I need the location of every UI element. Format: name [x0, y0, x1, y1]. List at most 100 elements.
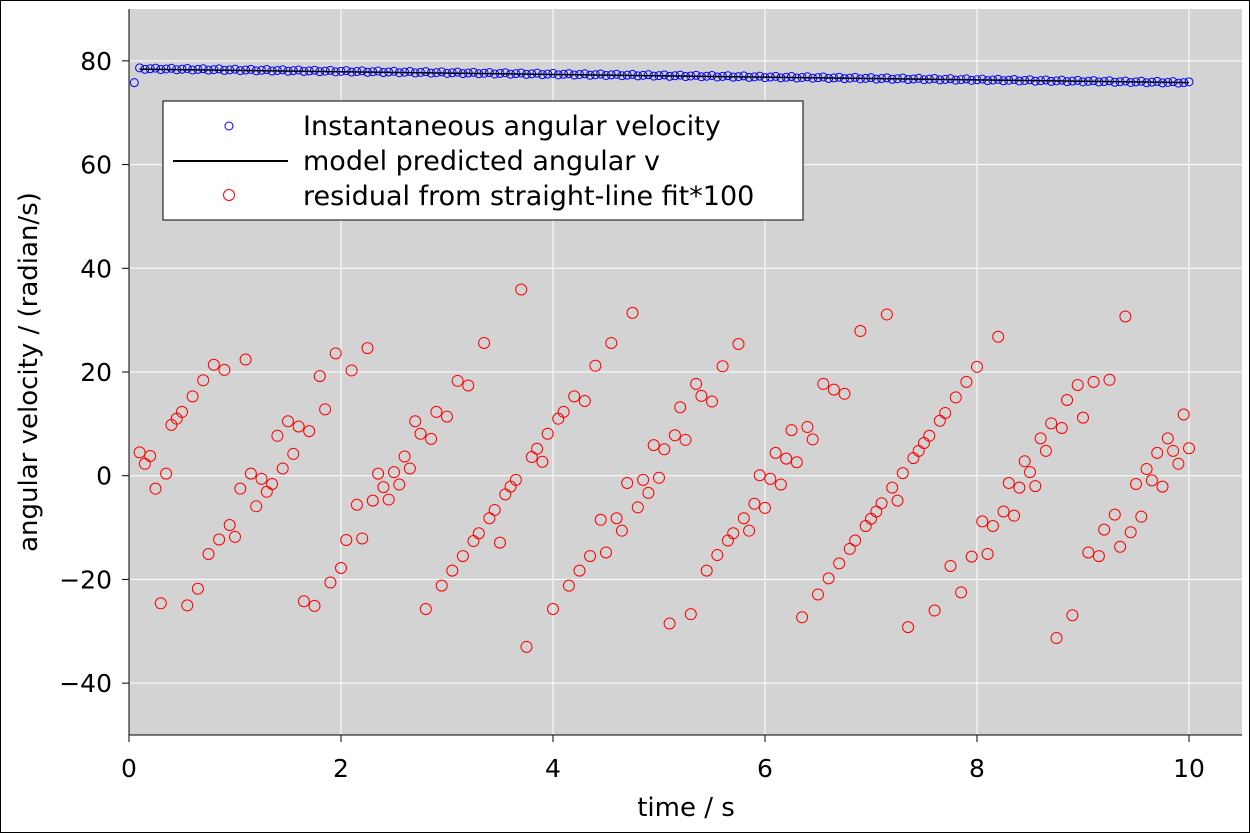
velocity-point: [1041, 75, 1051, 85]
residual-point: [1071, 378, 1084, 391]
velocity-point: [389, 66, 399, 76]
residual-point: [1082, 546, 1095, 559]
residual-point: [695, 389, 708, 402]
residual-point: [255, 472, 268, 485]
residual-point: [663, 617, 676, 630]
residual-point: [573, 564, 586, 577]
velocity-point: [484, 68, 494, 78]
residual-point: [1002, 476, 1015, 489]
residual-point: [1092, 550, 1105, 563]
velocity-point: [564, 69, 574, 79]
residual-point: [774, 478, 787, 491]
residual-point: [838, 387, 851, 400]
velocity-point: [675, 70, 685, 80]
residual-point: [1177, 408, 1190, 421]
residual-point: [880, 308, 893, 321]
residual-point: [568, 390, 581, 403]
velocity-point: [214, 64, 224, 74]
residual-point: [1018, 455, 1031, 468]
residual-point: [345, 364, 358, 377]
residual-point: [674, 401, 687, 414]
y-tick-label: 20: [80, 358, 112, 387]
model-line: [139, 68, 1190, 84]
residual-point: [668, 429, 681, 442]
velocity-point: [373, 66, 383, 76]
velocity-point: [1073, 75, 1083, 85]
legend: Instantaneous angular velocity model pre…: [162, 100, 804, 221]
velocity-point: [357, 66, 367, 76]
velocity-point: [993, 74, 1003, 84]
residual-point: [1098, 523, 1111, 536]
velocity-point: [405, 66, 415, 76]
residual-point: [647, 439, 660, 452]
residual-point: [1039, 444, 1052, 457]
residual-point: [250, 500, 263, 513]
residual-point: [372, 467, 385, 480]
residual-point: [584, 550, 597, 563]
velocity-point: [135, 63, 145, 73]
velocity-point: [612, 69, 622, 79]
velocity-point: [882, 73, 892, 83]
velocity-point: [1009, 75, 1019, 85]
residual-point: [160, 467, 173, 480]
residual-point: [700, 564, 713, 577]
residual-point: [1183, 442, 1195, 455]
residual-point: [1172, 457, 1185, 470]
residual-point: [615, 524, 628, 537]
residual-point: [764, 472, 777, 485]
residual-point: [981, 548, 994, 561]
residual-point: [1013, 481, 1026, 494]
residual-point: [229, 530, 241, 543]
residual-point: [1024, 466, 1036, 479]
residual-point: [382, 493, 395, 506]
residual-point: [1055, 422, 1068, 435]
legend-label-model: model predicted angular v: [303, 146, 660, 177]
residual-point: [308, 599, 321, 612]
residual-point: [472, 527, 485, 540]
residual-point: [727, 527, 740, 540]
residual-point: [976, 515, 989, 528]
residual-point: [1140, 462, 1153, 475]
residual-point: [149, 482, 162, 495]
residual-point: [414, 427, 427, 440]
x-axis-label: time / s: [637, 793, 735, 823]
velocity-point: [898, 73, 908, 83]
velocity-point: [278, 65, 288, 75]
velocity-point: [787, 72, 796, 82]
residual-point: [849, 534, 862, 547]
residual-point: [207, 358, 220, 371]
y-tick-label: 60: [80, 151, 112, 180]
residual-point: [658, 443, 671, 456]
x-tick-label: 6: [757, 754, 773, 783]
residual-point: [1034, 432, 1047, 445]
y-tick-label: 0: [96, 462, 112, 491]
residual-point: [679, 433, 692, 446]
velocity-point: [818, 72, 828, 82]
velocity-point: [310, 65, 319, 75]
residual-point: [393, 478, 406, 491]
velocity-point: [707, 70, 717, 80]
residual-point: [218, 363, 231, 376]
x-tick-label: 8: [969, 754, 985, 783]
residual-point: [796, 611, 809, 624]
x-tick-label: 2: [333, 754, 349, 783]
residual-point: [557, 405, 570, 418]
velocity-point: [294, 65, 304, 75]
residual-point: [605, 336, 618, 349]
residual-point: [515, 283, 528, 296]
residual-point: [886, 481, 899, 494]
residual-point: [430, 405, 443, 418]
residual-point: [780, 452, 793, 465]
velocity-point: [1025, 75, 1035, 85]
residual-point: [706, 395, 718, 408]
residual-point: [144, 450, 157, 463]
residual-point: [313, 370, 326, 383]
residual-point: [213, 533, 226, 546]
residual-point: [297, 595, 310, 608]
residual-point: [621, 476, 634, 489]
velocity-point: [771, 71, 781, 81]
residual-point: [949, 391, 962, 404]
residual-point: [785, 424, 798, 437]
residual-point: [642, 486, 655, 499]
